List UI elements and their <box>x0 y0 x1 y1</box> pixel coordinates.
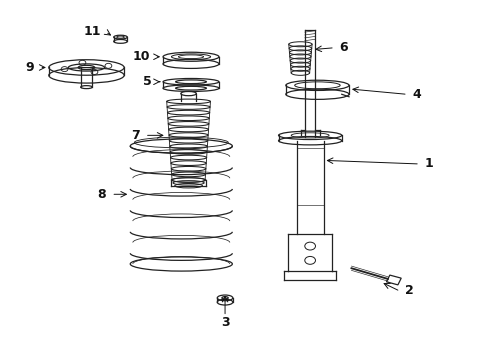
Text: 11: 11 <box>83 25 101 38</box>
Text: 7: 7 <box>131 129 140 142</box>
Text: 1: 1 <box>424 157 432 170</box>
Text: 3: 3 <box>220 316 229 329</box>
Text: 4: 4 <box>411 88 420 101</box>
Text: 5: 5 <box>143 75 152 88</box>
Text: 9: 9 <box>26 61 34 74</box>
Text: 8: 8 <box>97 188 106 201</box>
Text: 6: 6 <box>339 41 347 54</box>
Text: 10: 10 <box>132 50 149 63</box>
Bar <box>386 275 401 285</box>
Text: 2: 2 <box>404 284 413 297</box>
